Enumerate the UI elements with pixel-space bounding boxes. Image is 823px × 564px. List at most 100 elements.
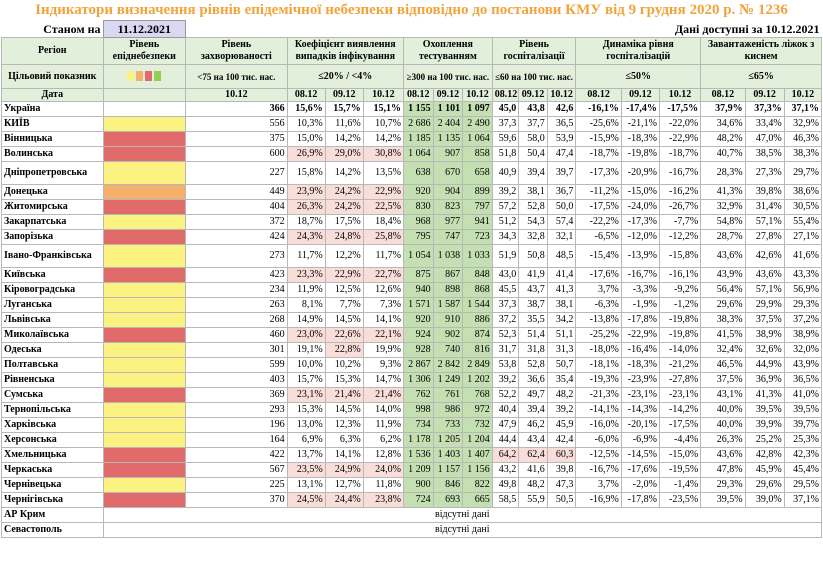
oxygen-value: 43,6% <box>700 244 746 268</box>
hospital-value: 39,4 <box>518 161 548 185</box>
legend-swatch-orange <box>136 71 144 82</box>
target-hospital: ≤60 на 100 тис. нас. <box>491 64 577 89</box>
hospital-value: 64,2 <box>491 447 520 463</box>
morbidity-value: 370 <box>185 492 288 508</box>
dynamics-value: -16,7% <box>658 161 702 185</box>
oxygen-value: 41,5% <box>700 327 746 343</box>
morbidity-value: 403 <box>185 372 288 388</box>
hospital-value: 34,2 <box>546 312 577 328</box>
target-testing: ≥300 на 100 тис. нас. <box>402 64 493 89</box>
hospital-value: 53,9 <box>546 131 577 147</box>
hospital-value: 35,4 <box>546 372 577 388</box>
table-row: Київська 423 23,3% 22,9% 22,7% 875 867 848 43,0 4… <box>1 267 823 283</box>
morbidity-value: 366 <box>185 101 288 117</box>
detection-value: 30,8% <box>362 146 404 162</box>
hospital-value: 36,6 <box>518 372 548 388</box>
testing-value: 867 <box>432 267 464 283</box>
detection-value: 13,1% <box>286 477 326 493</box>
oxygen-value: 25,2% <box>744 432 785 448</box>
date-col: 09.12 <box>620 88 660 102</box>
testing-value: 1 097 <box>462 101 493 117</box>
hospital-value: 51,2 <box>491 214 520 230</box>
detection-value: 14,7% <box>362 372 404 388</box>
level-indicator <box>102 101 187 117</box>
dynamics-value: -20,1% <box>620 417 660 433</box>
region-name: Херсонська <box>1 432 104 448</box>
detection-value: 14,2% <box>324 131 364 147</box>
oxygen-value: 56,4% <box>700 282 746 298</box>
testing-value: 910 <box>432 312 464 328</box>
detection-value: 22,5% <box>362 199 404 215</box>
date-col: 08.12 <box>286 88 326 102</box>
hospital-value: 58,5 <box>491 492 520 508</box>
detection-value: 14,1% <box>362 312 404 328</box>
table-row: Полтавська 599 10,0% 10,2% 9,3% 2 867 2 842 2 8… <box>1 357 823 373</box>
testing-value: 2 490 <box>462 116 493 132</box>
dynamics-value: -7,7% <box>658 214 702 230</box>
target-detection: ≤20% / <4% <box>286 64 404 89</box>
header-hospital: Рівень госпіталізації <box>491 37 577 65</box>
oxygen-value: 39,8% <box>744 184 785 200</box>
table-row: Запорізька 424 24,3% 24,8% 25,8% 795 747 723 34,… <box>1 229 823 245</box>
target-morbidity: <75 на 100 тис. нас. <box>185 64 288 89</box>
morbidity-value: 273 <box>185 244 288 268</box>
oxygen-value: 56,9% <box>783 282 823 298</box>
detection-value: 15,3% <box>324 372 364 388</box>
testing-value: 733 <box>432 417 464 433</box>
testing-value: 1 403 <box>432 447 464 463</box>
dynamics-value: -15,4% <box>575 244 622 268</box>
oxygen-value: 29,9% <box>744 297 785 313</box>
detection-value: 14,9% <box>286 312 326 328</box>
hospital-value: 35,5 <box>518 312 548 328</box>
detection-value: 13,7% <box>286 447 326 463</box>
detection-value: 11,9% <box>286 282 326 298</box>
detection-value: 23,1% <box>286 387 326 403</box>
oxygen-value: 41,3% <box>744 387 785 403</box>
dynamics-value: -17,3% <box>575 161 622 185</box>
detection-value: 15,6% <box>286 101 326 117</box>
hospital-value: 52,8 <box>518 357 548 373</box>
morbidity-value: 263 <box>185 297 288 313</box>
level-indicator <box>102 372 187 388</box>
testing-value: 858 <box>462 146 493 162</box>
detection-value: 29,0% <box>324 146 364 162</box>
hospital-value: 55,9 <box>518 492 548 508</box>
dynamics-value: -27,8% <box>658 372 702 388</box>
oxygen-value: 37,5% <box>744 312 785 328</box>
testing-value: 1 033 <box>462 244 493 268</box>
testing-value: 740 <box>432 342 464 358</box>
date-col: 10.12 <box>362 88 404 102</box>
region-name: Тернопільська <box>1 402 104 418</box>
oxygen-value: 32,9% <box>700 199 746 215</box>
dynamics-value: -16,1% <box>658 267 702 283</box>
morbidity-value: 567 <box>185 462 288 478</box>
level-indicator <box>102 417 187 433</box>
dynamics-value: -19,8% <box>658 327 702 343</box>
oxygen-value: 40,7% <box>700 146 746 162</box>
header-oxygen: Завантаженість ліжок з киснем <box>700 37 822 65</box>
hospital-value: 47,9 <box>491 417 520 433</box>
morbidity-value: 225 <box>185 477 288 493</box>
hospital-value: 34,3 <box>491 229 520 245</box>
date-col: 09.12 <box>432 88 464 102</box>
hospital-value: 37,3 <box>491 116 520 132</box>
hospital-value: 47,4 <box>546 146 577 162</box>
testing-value: 1 157 <box>432 462 464 478</box>
level-indicator <box>102 229 187 245</box>
detection-value: 15,7% <box>324 101 364 117</box>
hospital-value: 37,2 <box>491 312 520 328</box>
testing-value: 1 156 <box>462 462 493 478</box>
table-row: Кіровоградська 234 11,9% 12,5% 12,6% 940 898 86… <box>1 282 823 298</box>
detection-value: 15,7% <box>286 372 326 388</box>
oxygen-value: 28,3% <box>700 161 746 185</box>
dynamics-value: -6,3% <box>575 297 622 313</box>
hospital-value: 36,7 <box>546 184 577 200</box>
table-row: КИЇВ 556 10,3% 11,6% 10,7% 2 686 2 404 2 490 37,… <box>1 116 823 132</box>
detection-value: 18,7% <box>286 214 326 230</box>
dynamics-value: -19,8% <box>658 312 702 328</box>
oxygen-value: 48,2% <box>700 131 746 147</box>
hospital-value: 45,5 <box>491 282 520 298</box>
oxygen-value: 30,5% <box>783 199 823 215</box>
header-date: Дата <box>1 88 104 102</box>
region-name: Миколаївська <box>1 327 104 343</box>
